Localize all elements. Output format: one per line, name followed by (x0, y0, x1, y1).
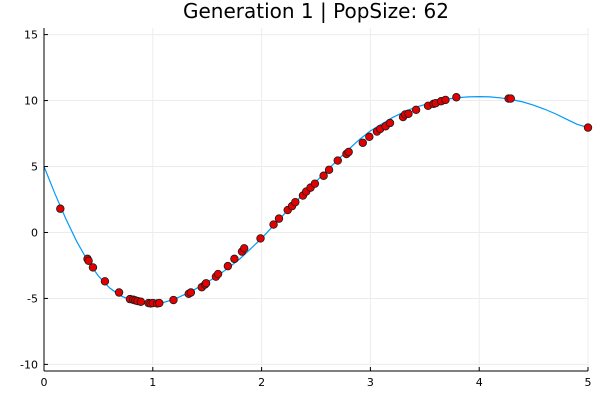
data-point (239, 244, 249, 253)
data-point (291, 197, 300, 207)
chart-title: Generation 1 | PopSize: 62 (183, 0, 449, 23)
data-point (230, 254, 239, 264)
data-point (56, 204, 65, 213)
data-point (365, 132, 374, 142)
data-point (114, 288, 124, 297)
data-point (404, 109, 413, 118)
data-point (201, 279, 211, 288)
y-tick-label: 10 (24, 95, 38, 108)
data-point (223, 261, 233, 271)
y-tick-label: 15 (24, 29, 38, 42)
x-tick-label: 1 (149, 376, 156, 389)
grid-lines (43, 28, 589, 371)
data-point (84, 256, 93, 266)
data-point (136, 297, 146, 306)
data-point (411, 105, 421, 114)
y-tick-label: -10 (20, 358, 38, 371)
x-tick-label: 4 (476, 376, 483, 389)
data-point (319, 171, 328, 180)
data-point (155, 298, 164, 308)
data-point (506, 94, 515, 103)
data-point (324, 165, 334, 175)
data-point (385, 118, 395, 128)
x-tick-label: 0 (41, 376, 48, 389)
axes (43, 28, 589, 372)
tick-labels: 0 1 2 3 4 5 -10 -5 0 5 10 15 (20, 29, 591, 389)
x-tick-label: 3 (367, 376, 374, 389)
data-point (333, 156, 342, 165)
data-point (88, 263, 98, 272)
population-points (56, 93, 593, 308)
data-point (213, 269, 223, 279)
x-tick-label: 5 (585, 376, 592, 389)
data-point (441, 95, 450, 105)
data-point (169, 295, 178, 305)
y-tick-label: 5 (31, 161, 38, 174)
data-point (274, 214, 284, 223)
x-tick-label: 2 (258, 376, 265, 389)
data-point (269, 220, 278, 229)
data-point (310, 179, 320, 188)
data-point (186, 288, 196, 297)
data-point (100, 277, 110, 286)
data-point (344, 147, 353, 157)
data-point (583, 123, 593, 132)
data-point (256, 234, 265, 243)
y-tick-label: -5 (27, 292, 38, 305)
data-point (452, 93, 461, 102)
y-tick-label: 0 (31, 226, 38, 239)
data-point (358, 138, 367, 147)
